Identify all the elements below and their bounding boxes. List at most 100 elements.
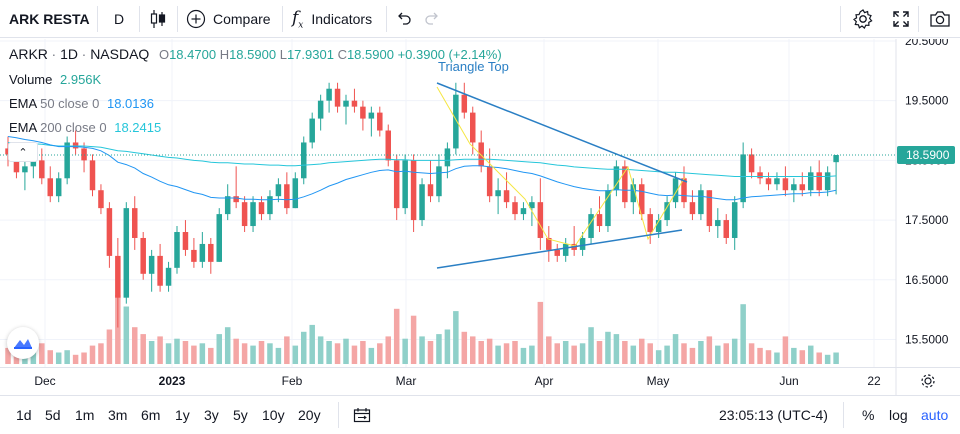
symbol-search-button[interactable]: ARK RESTA xyxy=(9,0,90,38)
candle-body xyxy=(39,160,45,179)
range-button-3m[interactable]: 3m xyxy=(108,407,128,423)
ema50-legend[interactable]: EMA 50 close 0 18.0136 xyxy=(9,96,154,111)
range-button-1d[interactable]: 1d xyxy=(16,407,32,423)
time-axis-label: Feb xyxy=(282,374,303,388)
volume-bar xyxy=(647,343,653,364)
candle-body xyxy=(22,166,28,173)
tradingview-logo-button[interactable] xyxy=(7,327,39,359)
volume-bar xyxy=(334,343,341,364)
volume-legend[interactable]: Volume 2.956K xyxy=(9,72,101,87)
candle-body xyxy=(808,172,814,191)
candle-body xyxy=(241,202,248,227)
volume-bar xyxy=(740,304,746,364)
candle-body xyxy=(596,214,603,227)
volume-bar xyxy=(241,343,248,364)
volume-bar xyxy=(360,341,366,364)
volume-bar xyxy=(267,343,273,364)
volume-bar xyxy=(301,331,307,364)
volume-bar xyxy=(723,343,729,364)
volume-bar xyxy=(562,341,569,364)
range-button-20y[interactable]: 20y xyxy=(298,407,321,423)
volume-bar xyxy=(419,336,425,364)
volume-bar xyxy=(791,347,797,364)
date-range-button[interactable] xyxy=(353,396,371,434)
chart-grid xyxy=(0,39,896,367)
auto-scale-toggle[interactable]: auto xyxy=(921,396,948,434)
volume-bar xyxy=(317,336,324,364)
candle-body xyxy=(216,214,222,262)
volume-bar xyxy=(351,345,358,364)
open-value: 18.4700 xyxy=(169,47,217,62)
volume-bar xyxy=(22,354,28,364)
volume-bar xyxy=(461,331,468,364)
chart-type-button[interactable] xyxy=(149,0,167,38)
volume-bar xyxy=(588,327,594,364)
volume-bar xyxy=(326,341,332,364)
redo-button[interactable] xyxy=(423,0,441,38)
calendar-range-icon xyxy=(353,408,371,423)
collapse-legend-button[interactable]: ⌃ xyxy=(8,142,38,162)
range-button-1y[interactable]: 1y xyxy=(175,407,190,423)
candle-body xyxy=(377,112,383,131)
ema200-legend[interactable]: EMA 200 close 0 18.2415 xyxy=(9,120,161,135)
interval-button[interactable]: D xyxy=(114,0,124,38)
candle-body xyxy=(503,190,510,203)
price-axis[interactable]: 20.500019.500018.500017.500016.500015.50… xyxy=(905,39,949,346)
symbol-legend[interactable]: ARKR · 1D · NASDAQ O18.4700 H18.5900 L17… xyxy=(9,46,502,62)
time-axis[interactable]: Dec 2023 Feb Mar Apr May Jun 22 xyxy=(0,367,960,395)
volume-bar xyxy=(765,350,772,364)
fullscreen-icon xyxy=(893,11,909,27)
volume-bar xyxy=(427,341,434,364)
time-axis-label: Mar xyxy=(396,374,417,388)
candle-body xyxy=(495,190,501,197)
range-button-6m[interactable]: 6m xyxy=(141,407,161,423)
chart-settings-button[interactable] xyxy=(852,0,874,38)
volume-bar xyxy=(689,347,696,364)
volume-bar xyxy=(410,315,417,364)
toolbar-divider xyxy=(386,6,387,32)
snapshot-button[interactable] xyxy=(929,0,951,38)
volume-bar xyxy=(30,352,37,364)
volume-bar xyxy=(639,338,645,364)
candle-body xyxy=(402,160,408,209)
candle-body xyxy=(165,267,172,286)
volume-bar xyxy=(630,345,637,364)
candle-body xyxy=(317,100,324,119)
undo-button[interactable] xyxy=(395,0,413,38)
volume-bar xyxy=(436,334,442,364)
volume-bar xyxy=(537,301,544,364)
candle-body xyxy=(326,88,332,101)
candle-body xyxy=(199,243,206,262)
log-scale-toggle[interactable]: log xyxy=(889,396,908,434)
range-button-1m[interactable]: 1m xyxy=(75,407,95,423)
candle-body xyxy=(182,232,189,250)
volume-bar xyxy=(216,334,222,364)
volume-bar xyxy=(706,336,713,364)
volume-bar xyxy=(529,345,535,364)
tradingview-logo-icon xyxy=(14,339,32,349)
volume-bar xyxy=(199,343,206,364)
axis-settings-icon[interactable] xyxy=(921,374,935,388)
range-button-10y[interactable]: 10y xyxy=(262,407,285,423)
volume-bar xyxy=(165,343,172,364)
candle-body xyxy=(410,160,417,221)
candle-body xyxy=(554,249,560,256)
triangle-upper-trendline xyxy=(436,82,688,183)
symbol-search-label: ARK RESTA xyxy=(9,11,90,27)
range-button-3y[interactable]: 3y xyxy=(204,407,219,423)
clock-display[interactable]: 23:05:13 (UTC-4) xyxy=(719,396,828,434)
compare-button[interactable]: Compare xyxy=(186,0,271,38)
indicators-button[interactable]: fx Indicators xyxy=(292,0,372,38)
percent-scale-toggle[interactable]: % xyxy=(862,396,874,434)
percent-label: % xyxy=(862,407,875,423)
price-chart[interactable]: Triangle Top 20.500019.500018.500017.500… xyxy=(0,39,960,367)
fullscreen-button[interactable] xyxy=(891,0,911,38)
range-button-5d[interactable]: 5d xyxy=(45,407,61,423)
volume-value: 2.956K xyxy=(60,72,102,87)
candle-body xyxy=(334,88,341,107)
range-button-5y[interactable]: 5y xyxy=(233,407,248,423)
candle-body xyxy=(132,208,138,238)
price-axis-label: 19.5000 xyxy=(905,94,949,108)
volume-bar xyxy=(478,341,484,364)
pattern-label[interactable]: Triangle Top xyxy=(438,59,509,74)
